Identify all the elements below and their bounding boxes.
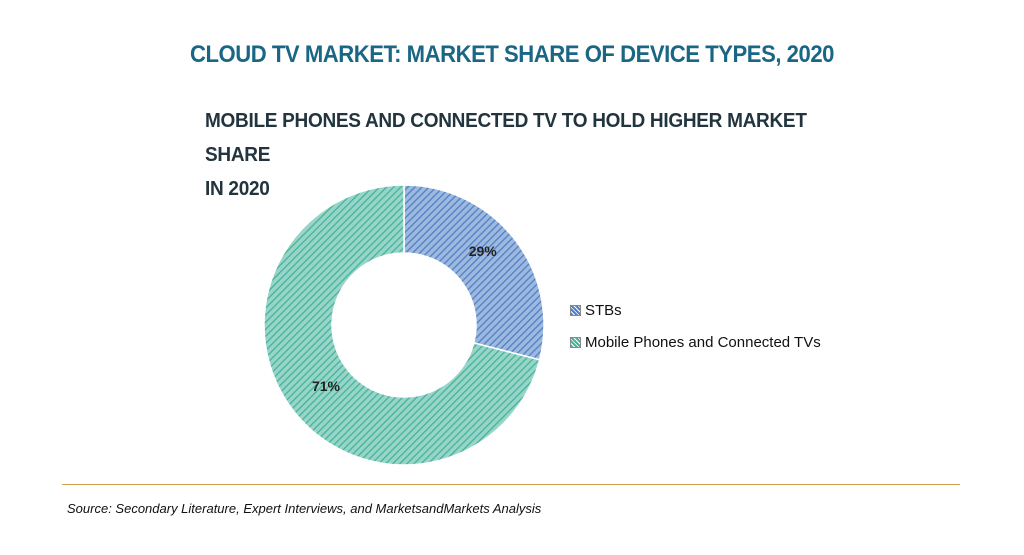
source-note: Source: Secondary Literature, Expert Int…	[67, 501, 542, 516]
legend-item-mobile-connected: Mobile Phones and Connected TVs	[570, 330, 821, 354]
chart-legend: STBs Mobile Phones and Connected TVs	[570, 298, 821, 362]
subtitle-line-2: IN 2020	[205, 178, 270, 200]
footer-divider	[62, 484, 960, 485]
chart-subtitle: MOBILE PHONES AND CONNECTED TV TO HOLD H…	[205, 104, 870, 206]
legend-swatch-stbs	[570, 304, 581, 316]
legend-label-stbs: STBs	[585, 301, 622, 319]
subtitle-line-1: MOBILE PHONES AND CONNECTED TV TO HOLD H…	[205, 110, 807, 166]
chart-title: CLOUD TV MARKET: MARKET SHARE OF DEVICE …	[190, 41, 834, 68]
slice-label-mobile-connected: 71%	[312, 378, 341, 394]
legend-item-stbs: STBs	[570, 298, 821, 322]
donut-slice-stbs	[403, 184, 545, 361]
legend-label-mobile-connected: Mobile Phones and Connected TVs	[585, 333, 821, 351]
slice-label-stbs: 29%	[469, 243, 498, 259]
legend-swatch-mobile-connected	[570, 336, 581, 348]
donut-slice-mobile-connected	[263, 184, 541, 466]
